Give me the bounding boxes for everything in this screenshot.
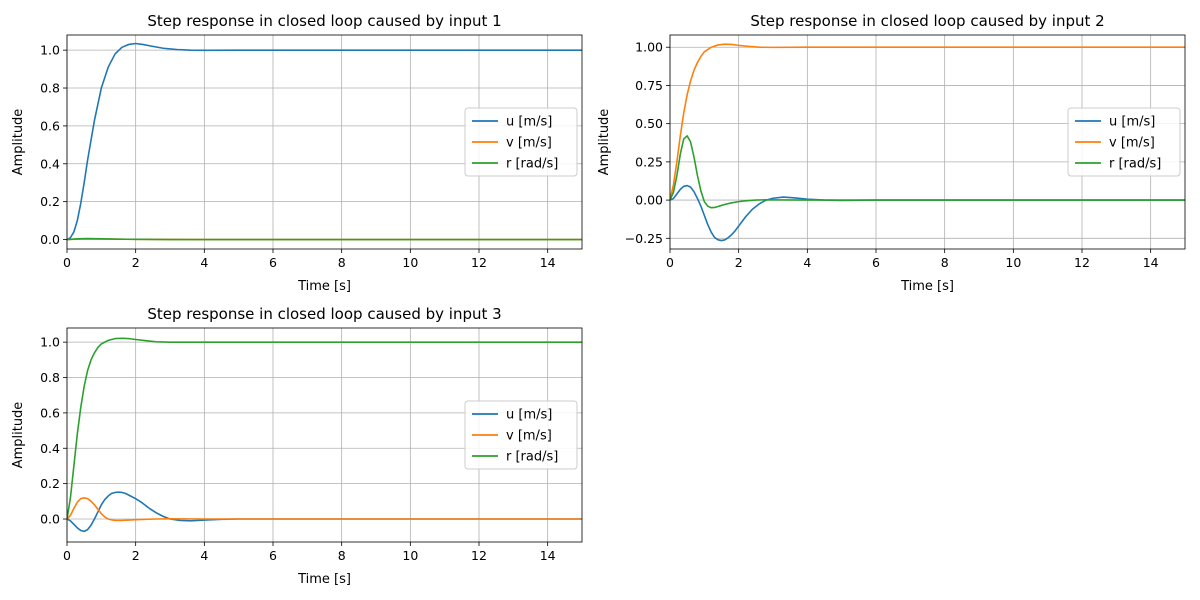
x-tick-label: 6 [269, 548, 277, 563]
legend: u [m/s] v [m/s] r [rad/s] [464, 400, 578, 470]
x-tick-label: 12 [471, 548, 487, 563]
legend-entry-2: v [m/s] [1109, 136, 1155, 151]
subplot-3: 0 2 4 6 8 10 12 14 0.0 0.2 0.4 0.6 0.8 1.0 Step respon… [11, 305, 583, 587]
y-tick-label: 0.6 [40, 405, 60, 420]
legend-entry-1: u [m/s] [506, 115, 552, 130]
series-line-1 [670, 184, 1185, 242]
x-tick-label: 4 [200, 255, 208, 270]
x-tick-label: 8 [338, 255, 346, 270]
chart-title: Step response in closed loop caused by i… [750, 12, 1104, 30]
legend-entry-1: u [m/s] [1109, 115, 1155, 130]
series-line-1 [67, 491, 582, 533]
legend: u [m/s] v [m/s] r [rad/s] [464, 107, 578, 177]
x-tick-label: 8 [338, 548, 346, 563]
x-tick-label: 10 [402, 548, 418, 563]
x-tick-label: 4 [200, 548, 208, 563]
y-tick-label: 0.0 [40, 512, 60, 527]
legend-entry-3: r [rad/s] [506, 157, 558, 172]
legend-entry-1: u [m/s] [506, 408, 552, 423]
y-tick-label: 0.2 [40, 476, 60, 491]
axes-frame [669, 34, 1186, 250]
y-tick-label: 0.25 [635, 154, 663, 169]
x-tick-label: 12 [471, 255, 487, 270]
x-axis-label: Time [s] [900, 279, 954, 294]
y-axis-label: Amplitude [11, 402, 26, 469]
y-tick-label: 1.00 [635, 40, 663, 55]
chart-title: Step response in closed loop caused by i… [147, 305, 501, 323]
legend-entry-2: v [m/s] [506, 136, 552, 151]
x-tick-label: 10 [1005, 255, 1021, 270]
series-line-3 [67, 337, 582, 520]
y-tick-label: 1.0 [40, 335, 60, 350]
x-tick-label: 4 [803, 255, 811, 270]
y-tick-label: −0.25 [625, 231, 663, 246]
y-axis-label: Amplitude [597, 109, 612, 176]
y-tick-label: 0.6 [40, 118, 60, 133]
legend-entry-2: v [m/s] [506, 429, 552, 444]
x-axis-label: Time [s] [297, 572, 351, 587]
x-tick-label: 10 [402, 255, 418, 270]
y-tick-label: 0.4 [40, 156, 60, 171]
series-line-2 [670, 43, 1185, 201]
x-tick-label: 14 [1143, 255, 1159, 270]
legend-box [1067, 107, 1181, 177]
x-tick-label: 2 [132, 548, 140, 563]
x-tick-label: 2 [735, 255, 743, 270]
series-line-3 [67, 237, 582, 241]
x-tick-label: 12 [1074, 255, 1090, 270]
y-tick-label: 0.75 [635, 78, 663, 93]
axes-frame [66, 34, 583, 250]
series-line-1 [67, 42, 582, 241]
y-tick-label: 0.4 [40, 441, 60, 456]
y-tick-label: 0.0 [40, 232, 60, 247]
subplot-2: 0 2 4 6 8 10 12 14 −0.25 0.00 0.25 0.50 0.75 1.00 Step… [597, 12, 1186, 294]
legend-box [464, 400, 578, 470]
chart-title: Step response in closed loop caused by i… [147, 12, 501, 30]
x-axis-label: Time [s] [297, 279, 351, 294]
legend-entry-3: r [rad/s] [506, 450, 558, 465]
y-axis-label: Amplitude [11, 109, 26, 176]
series-line-2 [67, 496, 582, 522]
y-tick-label: 0.00 [635, 193, 663, 208]
x-tick-label: 2 [132, 255, 140, 270]
y-tick-label: 0.8 [40, 81, 60, 96]
legend: u [m/s] v [m/s] r [rad/s] [1067, 107, 1181, 177]
x-tick-label: 6 [872, 255, 880, 270]
x-tick-label: 14 [540, 255, 556, 270]
x-tick-label: 14 [540, 548, 556, 563]
x-tick-label: 8 [941, 255, 949, 270]
y-tick-label: 0.2 [40, 194, 60, 209]
x-tick-label: 0 [63, 255, 71, 270]
x-tick-label: 0 [666, 255, 674, 270]
y-tick-label: 0.50 [635, 116, 663, 131]
series-line-3 [670, 135, 1185, 209]
y-tick-label: 1.0 [40, 43, 60, 58]
legend-entry-3: r [rad/s] [1109, 157, 1161, 172]
axes-frame [66, 327, 583, 543]
legend-box [464, 107, 578, 177]
y-tick-label: 0.8 [40, 370, 60, 385]
x-tick-label: 6 [269, 255, 277, 270]
subplot-1: 0 2 4 6 8 10 12 14 0.0 0.2 0.4 0.6 0.8 1.0 Step respon… [11, 12, 583, 294]
x-tick-label: 0 [63, 548, 71, 563]
